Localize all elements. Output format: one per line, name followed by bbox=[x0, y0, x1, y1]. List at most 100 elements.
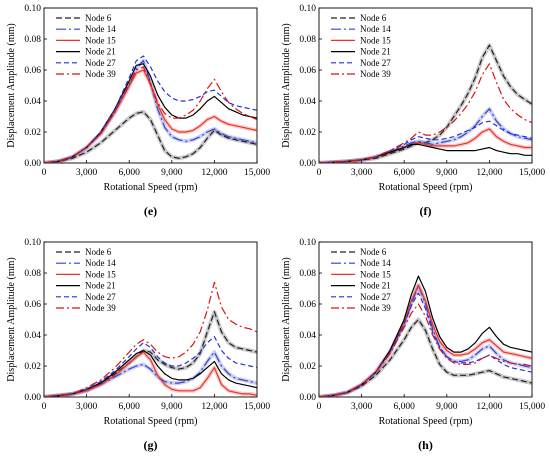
series-halo bbox=[319, 106, 532, 163]
plot-frame bbox=[318, 241, 533, 398]
x-tick-label: 12,000 bbox=[476, 402, 502, 412]
y-tick-label: 0.02 bbox=[299, 128, 316, 138]
x-tick-label: 9,000 bbox=[161, 402, 183, 412]
legend-entry: Node 14 bbox=[85, 24, 116, 34]
panel-label: (f) bbox=[420, 204, 432, 218]
x-tick-label: 15,000 bbox=[519, 402, 545, 412]
series-group bbox=[44, 55, 257, 163]
y-tick-label: 0.06 bbox=[299, 300, 316, 310]
x-tick-label: 6,000 bbox=[394, 402, 416, 412]
x-tick-label: 3,000 bbox=[351, 168, 373, 178]
plot-frame bbox=[43, 241, 258, 398]
legend-entry: Node 27 bbox=[360, 292, 391, 302]
legend-entry: Node 6 bbox=[85, 13, 112, 23]
legend-entry: Node 27 bbox=[85, 292, 116, 302]
legend-entry: Node 15 bbox=[85, 269, 116, 279]
x-tick-label: 9,000 bbox=[436, 402, 458, 412]
y-tick-label: 0.06 bbox=[24, 66, 41, 76]
legend-entry: Node 21 bbox=[360, 47, 391, 57]
legend-entry: Node 6 bbox=[85, 247, 112, 257]
y-tick-label: 0.02 bbox=[24, 362, 41, 372]
series-line bbox=[44, 55, 257, 163]
y-tick-label: 0.08 bbox=[24, 35, 41, 45]
y-tick-label: 0.04 bbox=[299, 331, 316, 341]
x-tick-label: 12,000 bbox=[201, 168, 227, 178]
x-tick-label: 0 bbox=[317, 168, 322, 178]
series-group bbox=[44, 281, 257, 397]
legend-entry: Node 27 bbox=[360, 58, 391, 68]
legend-entry: Node 21 bbox=[360, 281, 391, 291]
y-tick-label: 0.04 bbox=[24, 97, 41, 107]
series-line bbox=[319, 303, 532, 397]
y-tick-label: 0.02 bbox=[299, 362, 316, 372]
y-tick-label: 0.08 bbox=[24, 269, 41, 279]
x-axis-label: Rotational Speed (rpm) bbox=[104, 182, 198, 193]
x-tick-label: 3,000 bbox=[76, 402, 98, 412]
chart-panel: 0 3,000 6,000 9,000 12,000 15,000 0.00 0.02 0.04… bbox=[281, 4, 545, 218]
x-tick-label: 0 bbox=[42, 168, 47, 178]
legend-entry: Node 39 bbox=[360, 69, 391, 79]
series-group bbox=[319, 275, 532, 397]
legend-entry: Node 14 bbox=[360, 24, 391, 34]
y-tick-label: 0.04 bbox=[24, 331, 41, 341]
chart-panel: 0 3,000 6,000 9,000 12,000 15,000 0.00 0.02 0.04… bbox=[6, 4, 270, 218]
y-tick-label: 0.10 bbox=[24, 238, 41, 248]
x-tick-label: 3,000 bbox=[351, 402, 373, 412]
series-halo bbox=[44, 350, 257, 397]
series-line bbox=[319, 318, 532, 397]
x-tick-label: 6,000 bbox=[119, 402, 141, 412]
series-line bbox=[44, 351, 257, 397]
chart-panel: 0 3,000 6,000 9,000 12,000 15,000 0.00 0.02 0.04… bbox=[281, 238, 545, 452]
legend-entry: Node 21 bbox=[85, 47, 116, 57]
legend-entry: Node 27 bbox=[85, 58, 116, 68]
y-axis-label: Displacement Amplitude (mm) bbox=[6, 23, 17, 147]
legend-entry: Node 14 bbox=[360, 258, 391, 268]
x-tick-label: 0 bbox=[42, 402, 47, 412]
series-line bbox=[44, 60, 257, 163]
series-line bbox=[44, 336, 257, 397]
series-line bbox=[319, 120, 532, 163]
legend-entry: Node 15 bbox=[360, 269, 391, 279]
panel-label: (e) bbox=[144, 204, 157, 218]
legend-entry: Node 39 bbox=[360, 303, 391, 313]
y-tick-label: 0.08 bbox=[299, 269, 316, 279]
x-tick-label: 0 bbox=[317, 402, 322, 412]
series-line bbox=[44, 281, 257, 397]
x-tick-label: 9,000 bbox=[436, 168, 458, 178]
y-tick-label: 0.10 bbox=[299, 4, 316, 14]
x-tick-label: 6,000 bbox=[119, 168, 141, 178]
x-tick-label: 12,000 bbox=[476, 168, 502, 178]
series-line bbox=[319, 275, 532, 397]
panel-label: (h) bbox=[418, 438, 433, 452]
series-line bbox=[44, 349, 257, 397]
series-line bbox=[44, 111, 257, 163]
legend-entry: Node 39 bbox=[85, 69, 116, 79]
series-group bbox=[319, 43, 532, 163]
x-axis-label: Rotational Speed (rpm) bbox=[104, 416, 198, 427]
y-tick-label: 0.10 bbox=[24, 4, 41, 14]
y-axis-label: Displacement Amplitude (mm) bbox=[6, 257, 17, 381]
y-tick-label: 0.04 bbox=[299, 97, 316, 107]
chart-panel: 0 3,000 6,000 9,000 12,000 15,000 0.00 0.02 0.04… bbox=[6, 238, 270, 452]
legend-entry: Node 15 bbox=[360, 35, 391, 45]
x-axis-label: Rotational Speed (rpm) bbox=[379, 182, 473, 193]
y-tick-label: 0.02 bbox=[24, 128, 41, 138]
y-tick-label: 0.00 bbox=[299, 393, 316, 403]
plot-frame bbox=[318, 7, 533, 164]
plot-frame bbox=[43, 7, 258, 164]
x-tick-label: 3,000 bbox=[76, 168, 98, 178]
y-tick-label: 0.00 bbox=[24, 393, 41, 403]
legend-entry: Node 14 bbox=[85, 258, 116, 268]
x-tick-label: 6,000 bbox=[394, 168, 416, 178]
y-tick-label: 0.00 bbox=[24, 159, 41, 169]
legend-entry: Node 6 bbox=[360, 247, 387, 257]
series-line bbox=[44, 66, 257, 163]
series-line bbox=[319, 63, 532, 163]
x-tick-label: 15,000 bbox=[244, 168, 270, 178]
y-tick-label: 0.08 bbox=[299, 35, 316, 45]
